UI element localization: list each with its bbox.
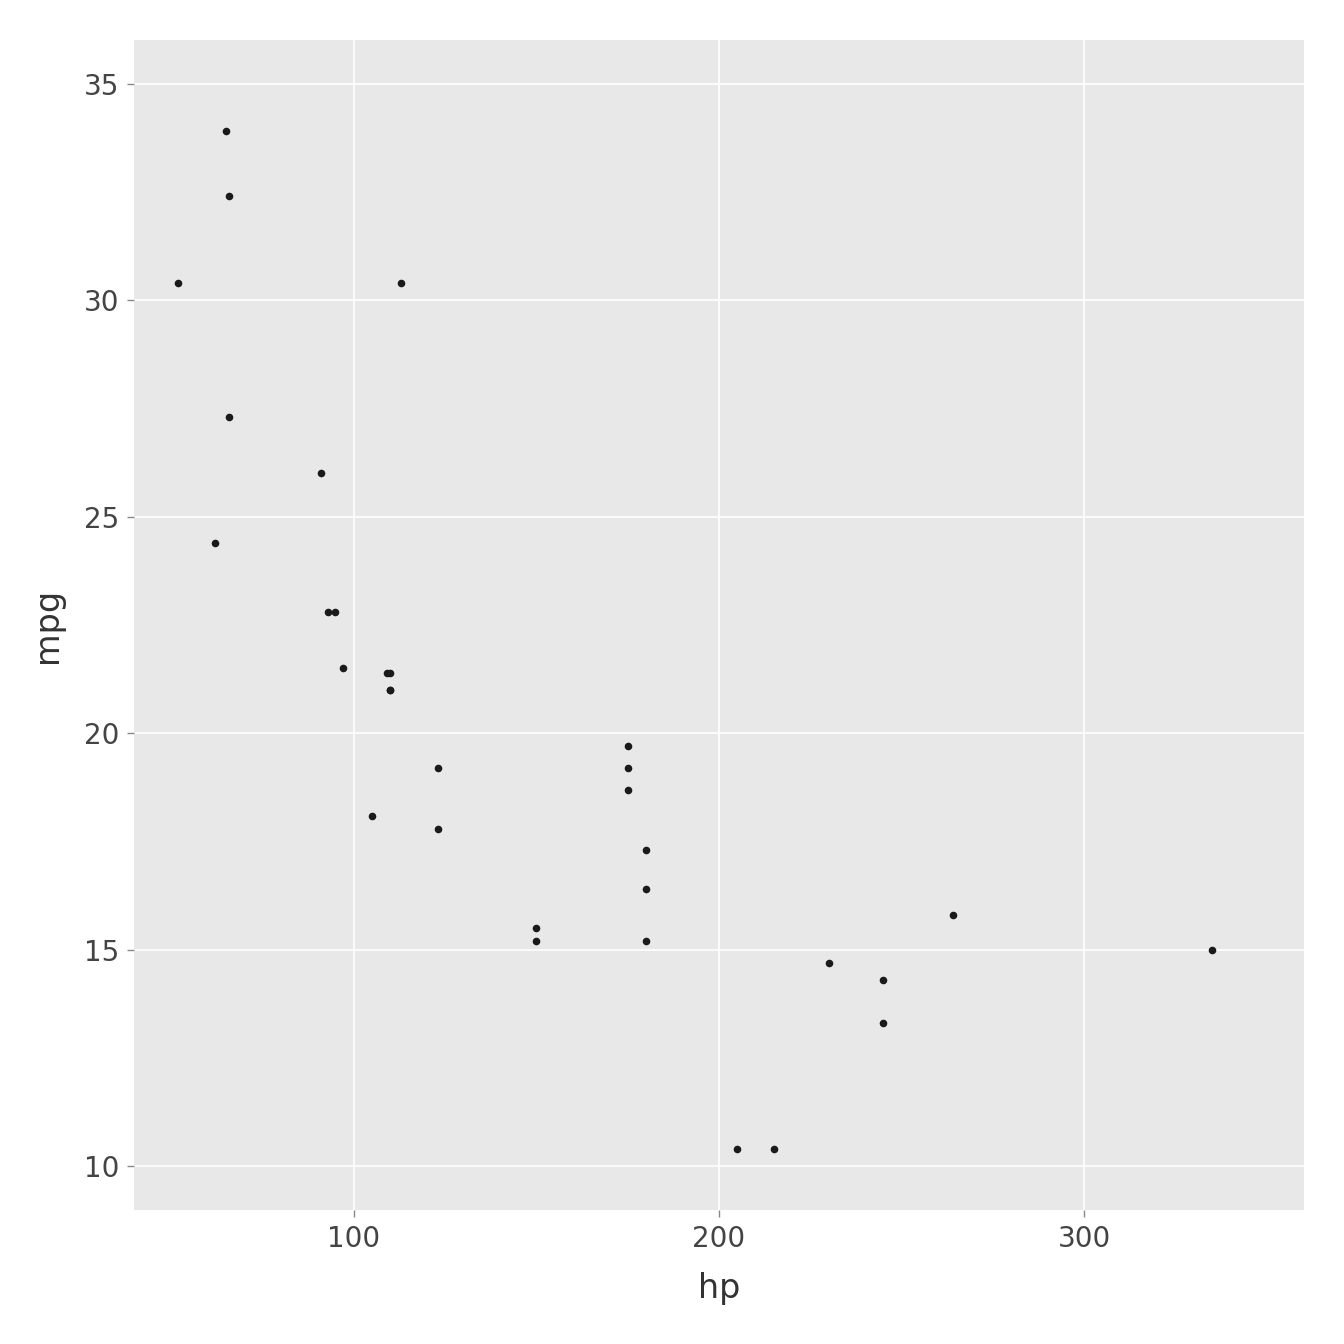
Point (379, 679, 401, 700)
Point (204, 532, 226, 554)
Point (818, 952, 840, 973)
Point (215, 121, 237, 142)
X-axis label: hp: hp (698, 1273, 741, 1305)
Point (617, 778, 638, 800)
Point (310, 462, 332, 484)
Point (526, 930, 547, 952)
Point (617, 735, 638, 757)
Point (427, 757, 449, 778)
Point (636, 930, 657, 952)
Point (376, 661, 398, 683)
Point (872, 969, 894, 991)
Point (219, 406, 241, 427)
Point (636, 840, 657, 862)
Point (332, 657, 353, 679)
Point (763, 1138, 785, 1160)
Point (379, 679, 401, 700)
Point (617, 757, 638, 778)
Point (379, 661, 401, 683)
Point (942, 905, 964, 926)
Point (727, 1138, 749, 1160)
Point (317, 601, 339, 622)
Point (526, 918, 547, 939)
Y-axis label: mpg: mpg (31, 587, 65, 663)
Point (325, 601, 347, 622)
Point (1202, 939, 1223, 961)
Point (168, 271, 190, 293)
Point (219, 185, 241, 207)
Point (427, 817, 449, 839)
Point (362, 805, 383, 827)
Point (872, 1012, 894, 1034)
Point (390, 271, 411, 293)
Point (636, 879, 657, 900)
